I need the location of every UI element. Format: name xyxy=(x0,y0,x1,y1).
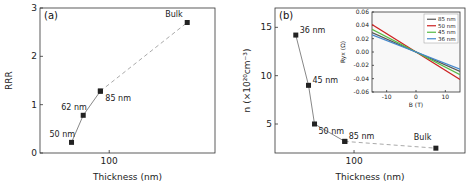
y-tick-label: -0.06 xyxy=(353,88,369,95)
y-tick-label: 15 xyxy=(261,22,272,32)
y-tick-label: -0.04 xyxy=(353,75,369,82)
y-tick-label: 0.04 xyxy=(356,21,370,28)
x-tick-label: 100 xyxy=(101,156,118,166)
legend-entry: 50 nm xyxy=(438,23,456,29)
series-line xyxy=(372,29,460,75)
y-tick-label: 10 xyxy=(261,71,273,81)
panel-label: (b) xyxy=(279,10,293,21)
legend-entry: 85 nm xyxy=(438,16,456,22)
y-tick-label: 0.00 xyxy=(356,48,370,55)
plot-data xyxy=(69,20,190,145)
x-tick xyxy=(445,90,446,92)
point-marker xyxy=(306,83,311,88)
legend-frame xyxy=(424,14,458,43)
series-line xyxy=(345,141,436,148)
y-tick xyxy=(372,52,374,53)
y-axis-label: RRR xyxy=(4,71,14,90)
y-tick xyxy=(372,65,374,66)
point-label: Bulk xyxy=(165,10,183,19)
y-tick xyxy=(372,78,374,79)
point-marker xyxy=(342,139,347,144)
y-tick-label: 5 xyxy=(266,119,272,129)
x-axis-label: B (T) xyxy=(409,101,423,108)
point-marker xyxy=(433,146,438,151)
point-marker xyxy=(98,89,103,94)
series-line xyxy=(296,35,345,141)
point-marker xyxy=(342,139,347,144)
x-tick xyxy=(109,150,110,153)
x-tick xyxy=(386,90,387,92)
point-marker xyxy=(69,140,74,145)
y-tick xyxy=(40,104,43,105)
y-axis-label: n (×10²⁰cm⁻³) xyxy=(242,49,252,113)
figure: 1000123Thickness (nm)RRR50 nm62 nm85 nmB… xyxy=(0,0,474,189)
point-label: 36 nm xyxy=(300,26,326,35)
point-label: 85 nm xyxy=(105,94,131,103)
y-tick xyxy=(275,75,278,76)
y-tick-label: 0 xyxy=(31,148,37,158)
panel-label: (a) xyxy=(44,10,58,21)
y-tick xyxy=(40,8,43,9)
y-tick-label: 3 xyxy=(31,3,37,13)
y-tick-label: 0.02 xyxy=(356,35,370,42)
plot-frame xyxy=(40,8,215,153)
point-marker xyxy=(293,33,298,38)
point-label: 85 nm xyxy=(349,132,375,141)
y-tick xyxy=(275,27,278,28)
legend-entry: 36 nm xyxy=(438,36,456,42)
y-axis-label: Ryx (Ω) xyxy=(339,41,347,63)
point-label: 62 nm xyxy=(61,103,87,112)
point-label: 50 nm xyxy=(319,127,345,136)
series-line xyxy=(372,33,460,72)
series-line xyxy=(372,35,460,69)
plot-data xyxy=(372,25,460,80)
point-marker xyxy=(312,122,317,127)
x-tick-label: -10 xyxy=(382,93,392,100)
panel: 10051015Thickness (nm)n (×10²⁰cm⁻³)36 nm… xyxy=(242,8,465,182)
x-tick-label: 10 xyxy=(442,93,450,100)
x-tick xyxy=(354,150,355,153)
legend-swatch xyxy=(427,25,436,26)
point-label: Bulk xyxy=(414,133,432,142)
y-tick-label: -0.02 xyxy=(353,61,369,68)
x-tick xyxy=(416,90,417,92)
plot-frame xyxy=(275,8,465,153)
series-line xyxy=(372,25,460,80)
legend: 85 nm50 nm45 nm36 nm xyxy=(424,14,458,43)
series-line xyxy=(72,91,101,142)
inset: -10 0 10 -0.06 -0.04 -0.02 0.00 0.02 0.04 0.06 B (… xyxy=(339,8,460,108)
x-tick-label: 100 xyxy=(345,156,362,166)
point-label: 45 nm xyxy=(313,76,339,85)
y-tick xyxy=(275,124,278,125)
y-tick xyxy=(40,56,43,57)
legend-entry: 45 nm xyxy=(438,29,456,35)
point-marker xyxy=(81,113,86,118)
series-line xyxy=(100,23,187,92)
y-tick-label: 2 xyxy=(31,51,37,61)
y-tick xyxy=(372,12,374,13)
point-label: 50 nm xyxy=(50,130,76,139)
y-tick xyxy=(372,92,374,93)
legend-swatch xyxy=(427,38,436,39)
y-tick xyxy=(40,153,43,154)
x-axis-label: Thickness (nm) xyxy=(335,172,405,182)
point-marker xyxy=(98,89,103,94)
plot-frame xyxy=(372,12,460,92)
x-axis-label: Thickness (nm) xyxy=(92,172,162,182)
y-tick xyxy=(372,38,374,39)
legend-swatch xyxy=(427,32,436,33)
panel: 100 0 1 2 3 Thickness (nm) RRR 50 nm 62 nm 85 nm B… xyxy=(4,3,215,182)
y-tick-label: 1 xyxy=(31,100,37,110)
legend-swatch xyxy=(427,19,436,20)
point-marker xyxy=(185,20,190,25)
y-tick-label: 0.06 xyxy=(356,8,370,15)
x-tick-label: 0 xyxy=(414,93,418,100)
